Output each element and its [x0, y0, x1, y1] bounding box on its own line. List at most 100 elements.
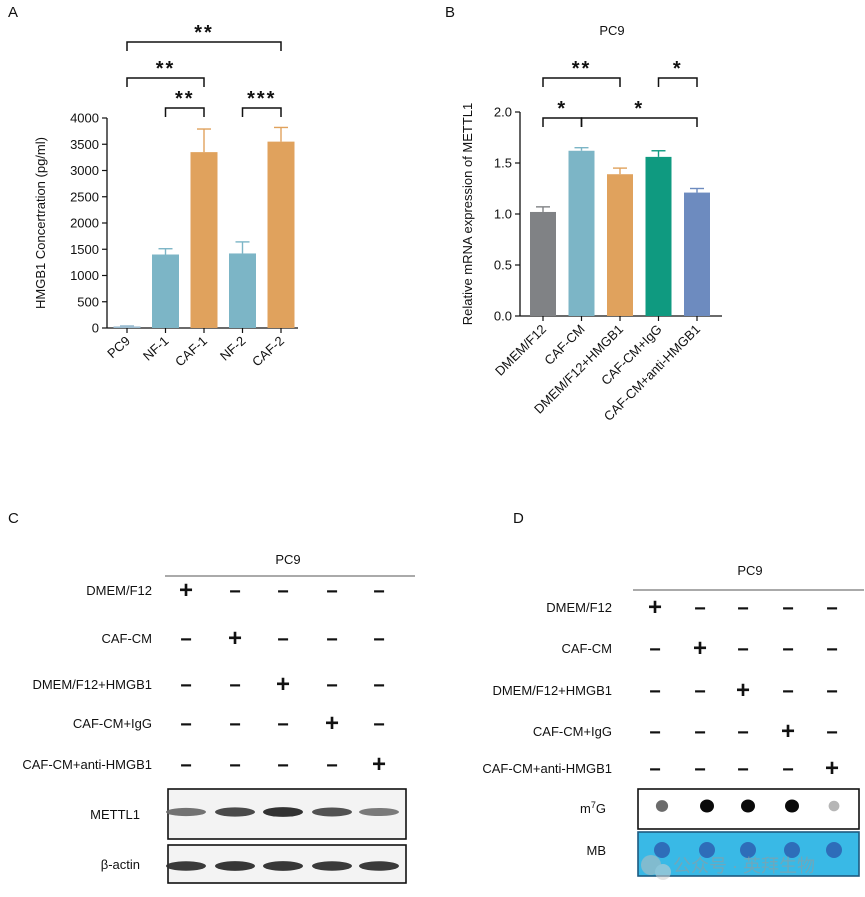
panel-c-western-blot: PC9 DMEM/F12 + − − − − CAF-CM − + − − − DMEM/F12+HMG… — [22, 552, 415, 884]
y-tick-label: 1000 — [70, 268, 99, 283]
mb-stain-spot — [654, 842, 670, 858]
minus-sign: − — [373, 629, 385, 651]
significance-label: ** — [194, 22, 214, 44]
chart-title: PC9 — [599, 23, 624, 38]
minus-sign: − — [277, 755, 289, 777]
minus-sign: − — [649, 639, 661, 661]
minus-sign: − — [326, 629, 338, 651]
condition-label: DMEM/F12 — [546, 600, 612, 615]
significance-bracket — [164, 107, 205, 117]
significance-bracket — [542, 77, 621, 87]
x-tick-label: NF-2 — [217, 333, 249, 363]
blot-band — [359, 861, 399, 871]
y-tick-label: 2500 — [70, 189, 99, 204]
minus-sign: − — [277, 581, 289, 603]
plus-sign: + — [228, 625, 242, 652]
mb-stain-spot — [784, 842, 800, 858]
y-tick-label: 3000 — [70, 163, 99, 178]
minus-sign: − — [326, 755, 338, 777]
dot-blot-spot — [828, 800, 840, 812]
blot-label: β-actin — [101, 857, 140, 872]
condition-label: DMEM/F12+HMGB1 — [492, 683, 612, 698]
minus-sign: − — [826, 681, 838, 703]
bar — [267, 141, 295, 328]
blot-label: METTL1 — [90, 807, 140, 822]
blot-band — [166, 807, 206, 817]
panel-letter-a: A — [8, 4, 18, 21]
blot-band — [312, 807, 352, 817]
minus-sign: − — [373, 675, 385, 697]
significance-bracket — [241, 107, 282, 117]
minus-sign: − — [277, 714, 289, 736]
blot-band — [263, 861, 303, 871]
panel-letter-d: D — [513, 510, 524, 527]
chart-b: 0.0 0.5 1.0 1.5 2.0 Relative mRNA expression … — [460, 23, 722, 424]
significance-label: ** — [156, 58, 176, 80]
minus-sign: − — [373, 714, 385, 736]
condition-label: CAF-CM+anti-HMGB1 — [482, 761, 612, 776]
minus-sign: − — [649, 722, 661, 744]
mb-stain-spot — [826, 842, 842, 858]
condition-label: DMEM/F12 — [86, 583, 152, 598]
condition-label: CAF-CM+IgG — [533, 724, 612, 739]
minus-sign: − — [229, 581, 241, 603]
wechat-icon-bubble — [655, 864, 671, 880]
dot-blot-label-m7g: m7G — [580, 800, 606, 816]
bar — [152, 254, 179, 328]
minus-sign: − — [694, 598, 706, 620]
plus-sign: + — [372, 751, 386, 778]
mb-stain-spot — [740, 842, 756, 858]
plus-sign: + — [179, 577, 193, 604]
bar — [229, 253, 256, 328]
dot-blot-spot — [700, 799, 714, 813]
panel-c-header: PC9 — [275, 552, 300, 567]
significance-label: *** — [247, 88, 276, 110]
minus-sign: − — [782, 598, 794, 620]
minus-sign: − — [826, 598, 838, 620]
condition-label: CAF-CM+anti-HMGB1 — [22, 757, 152, 772]
dot-blot-spot — [785, 799, 799, 813]
plus-sign: + — [648, 594, 662, 621]
minus-sign: − — [649, 681, 661, 703]
minus-sign: − — [694, 759, 706, 781]
significance-label: ** — [175, 88, 195, 110]
minus-sign: − — [229, 714, 241, 736]
y-tick-label: 2000 — [70, 216, 99, 231]
blot-band — [312, 861, 352, 871]
significance-bracket — [126, 77, 205, 87]
blot-band — [166, 861, 206, 871]
minus-sign: − — [737, 722, 749, 744]
bar — [607, 174, 633, 316]
bar — [113, 326, 141, 328]
minus-sign: − — [180, 675, 192, 697]
minus-sign: − — [826, 722, 838, 744]
blot-band — [263, 807, 303, 817]
minus-sign: − — [326, 581, 338, 603]
x-tick-label: PC9 — [104, 333, 133, 361]
plus-sign: + — [736, 677, 750, 704]
significance-label: * — [673, 58, 683, 80]
minus-sign: − — [373, 581, 385, 603]
blot-band — [359, 808, 399, 816]
dot-blot-spot — [741, 799, 755, 813]
plus-sign: + — [276, 671, 290, 698]
minus-sign: − — [694, 681, 706, 703]
dot-blot-spot — [655, 800, 669, 812]
y-axis-label: HMGB1 Concertration (pg/ml) — [33, 137, 48, 309]
x-tick-label: CAF-2 — [249, 333, 287, 369]
minus-sign: − — [180, 755, 192, 777]
mb-stain-spot — [699, 842, 715, 858]
y-tick-label: 0 — [92, 321, 99, 336]
bar — [645, 156, 672, 316]
dot-blot-label-mb: MB — [587, 843, 607, 858]
condition-label: CAF-CM — [101, 631, 152, 646]
bar — [530, 211, 556, 316]
y-tick-label: 1500 — [70, 242, 99, 257]
minus-sign: − — [229, 675, 241, 697]
minus-sign: − — [737, 639, 749, 661]
minus-sign: − — [694, 722, 706, 744]
significance-label: * — [634, 98, 644, 120]
significance-label: * — [557, 98, 567, 120]
plus-sign: + — [781, 718, 795, 745]
